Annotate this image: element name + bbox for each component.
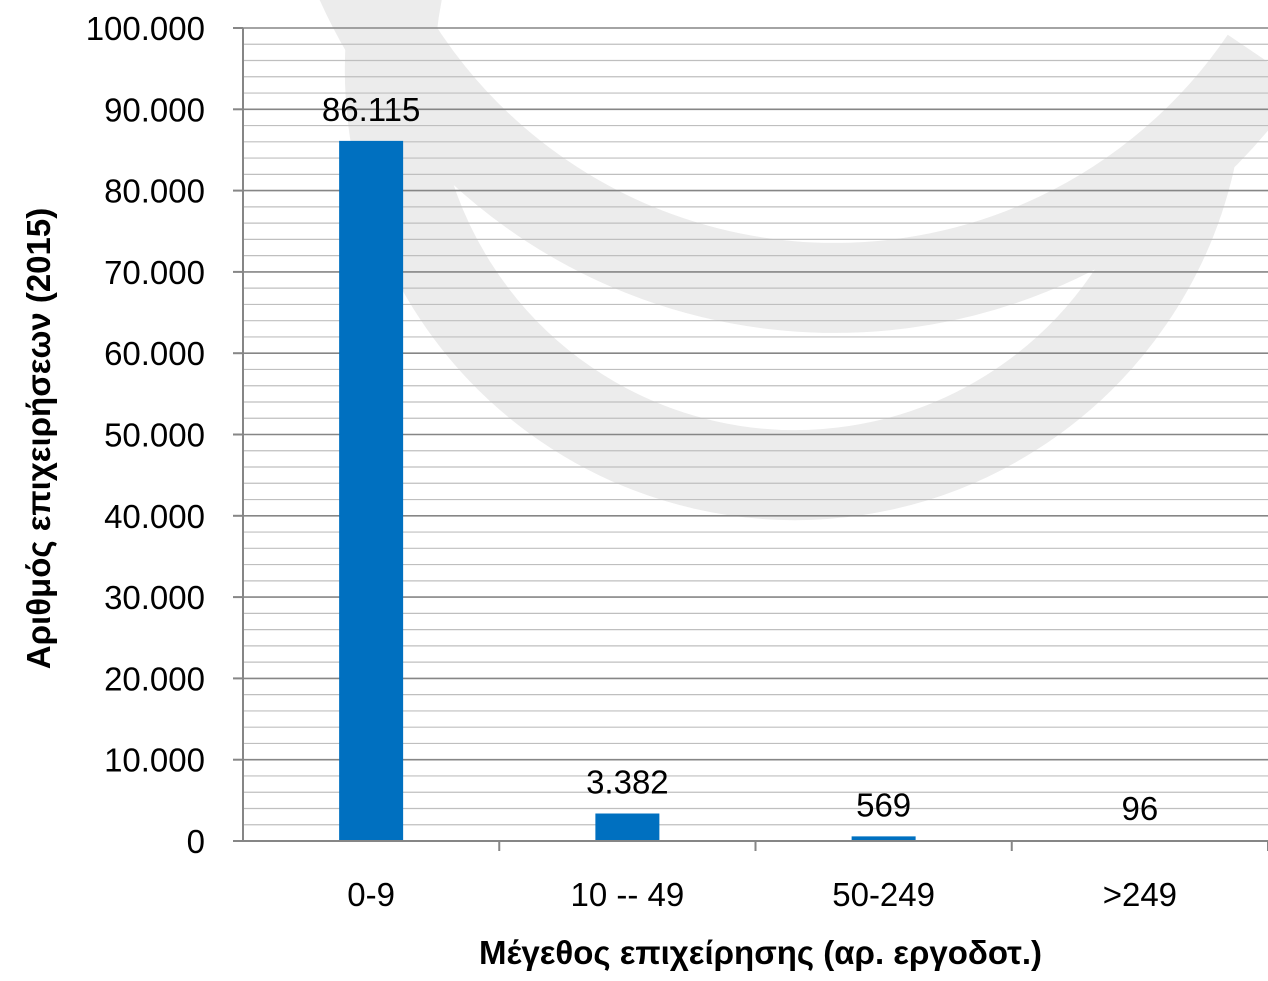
x-category-labels: 0-9 10 -- 49 50-249 >249: [347, 876, 1177, 913]
data-label: 96: [1122, 790, 1159, 827]
y-tick-label: 60.000: [104, 335, 205, 372]
y-tick-label: 10.000: [104, 742, 205, 779]
x-category-label: >249: [1103, 876, 1177, 913]
y-tick-label: 20.000: [104, 660, 205, 697]
x-category-label: 10 -- 49: [571, 876, 685, 913]
y-tick-label: 70.000: [104, 254, 205, 291]
x-axis-title: Μέγεθος επιχείρησης (αρ. εργοδοτ.): [479, 934, 1042, 971]
axes: [233, 27, 1268, 851]
y-tick-label: 30.000: [104, 579, 205, 616]
x-category-label: 50-249: [832, 876, 935, 913]
data-label: 569: [856, 786, 911, 823]
y-tick-label: 40.000: [104, 498, 205, 535]
y-tick-label: 100.000: [86, 10, 205, 47]
gridlines: [243, 27, 1268, 826]
y-tick-label: 0: [187, 823, 205, 860]
watermark-arc-outer: [319, 0, 1268, 333]
data-label: 3.382: [586, 764, 669, 801]
watermark-logo: [319, 0, 1268, 521]
y-tick-label: 50.000: [104, 417, 205, 454]
bars: [339, 140, 1172, 841]
y-tick-label: 90.000: [104, 91, 205, 128]
y-tick-label: 80.000: [104, 173, 205, 210]
data-labels: 86.115 3.382 569 96: [322, 91, 1158, 827]
x-category-label: 0-9: [347, 876, 395, 913]
bar-50-249: [851, 836, 916, 841]
y-axis-title: Αριθμός επιχειρήσεων (2015): [20, 208, 57, 669]
bar-0-9: [339, 140, 404, 841]
y-tick-labels: 0 10.000 20.000 30.000 40.000 50.000 60.000 70.…: [86, 10, 205, 860]
data-label: 86.115: [322, 91, 420, 128]
bar-10 -- 49: [595, 813, 660, 841]
